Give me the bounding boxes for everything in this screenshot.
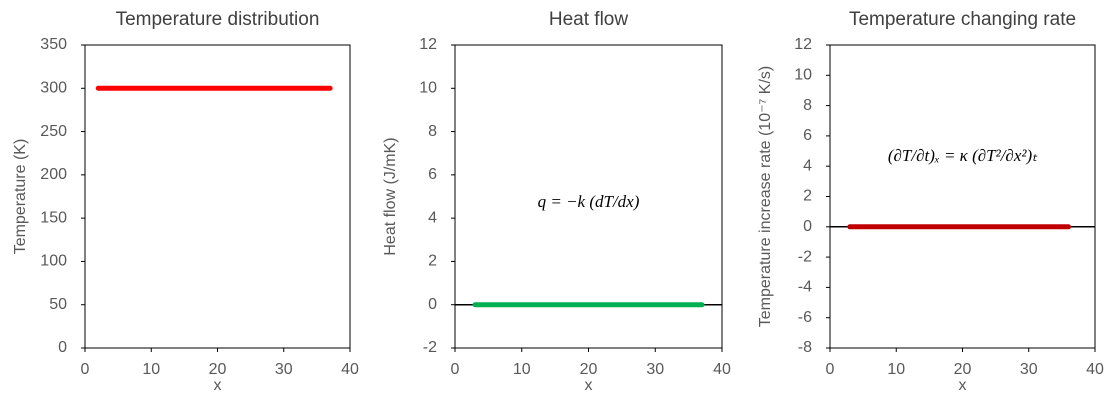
equation: (∂T/∂t)ₓ = κ (∂T²/∂x²)ₜ — [888, 146, 1038, 165]
y-tick-label: 4 — [803, 157, 812, 174]
y-tick-label: 2 — [803, 188, 812, 205]
y-tick-label: 12 — [794, 36, 812, 53]
x-tick-label: 10 — [887, 361, 905, 378]
y-tick-label: -2 — [423, 339, 437, 356]
x-tick-label: 20 — [954, 361, 972, 378]
x-tick-label: 40 — [341, 361, 359, 378]
y-tick-label: 250 — [40, 123, 67, 140]
y-tick-label: 200 — [40, 166, 67, 183]
plot-frame — [829, 44, 1096, 349]
equation: q = −k (dT/dx) — [538, 192, 640, 211]
y-tick-label: 150 — [40, 209, 67, 226]
x-tick-label: 30 — [1020, 361, 1038, 378]
x-axis-label: x — [585, 377, 593, 394]
y-tick-label: -8 — [798, 339, 812, 356]
x-tick-label: 40 — [713, 361, 731, 378]
y-tick-label: 300 — [40, 80, 67, 97]
y-axis-label: Temperature increase rate (10⁻⁷ K/s) — [757, 66, 774, 327]
y-axis-label: Heat flow (J/mK) — [382, 137, 399, 255]
chart-title: Temperature distribution — [116, 9, 320, 30]
y-tick-label: 6 — [803, 127, 812, 144]
x-tick-label: 20 — [580, 361, 598, 378]
y-tick-label: 350 — [40, 36, 67, 53]
x-axis-label: x — [959, 377, 967, 394]
chart-title: Temperature changing rate — [849, 9, 1076, 30]
y-tick-label: 6 — [428, 166, 437, 183]
y-tick-label: -2 — [798, 248, 812, 265]
y-tick-label: 50 — [49, 296, 67, 313]
y-tick-label: 0 — [803, 218, 812, 235]
x-tick-label: 10 — [513, 361, 531, 378]
y-axis-label: Temperature (K) — [12, 139, 29, 255]
x-tick-label: 20 — [209, 361, 227, 378]
x-tick-label: 30 — [275, 361, 293, 378]
y-tick-label: 12 — [419, 36, 437, 53]
x-tick-label: 0 — [81, 361, 90, 378]
x-tick-label: 40 — [1086, 361, 1104, 378]
x-tick-label: 0 — [826, 361, 835, 378]
x-tick-label: 10 — [142, 361, 160, 378]
y-tick-label: 2 — [428, 253, 437, 270]
y-tick-label: 0 — [58, 339, 67, 356]
y-tick-label: 4 — [428, 209, 437, 226]
chart-title: Heat flow — [549, 9, 628, 30]
y-tick-label: 10 — [794, 67, 812, 84]
y-tick-label: 8 — [803, 97, 812, 114]
y-tick-label: 0 — [428, 296, 437, 313]
x-axis-label: x — [214, 377, 222, 394]
y-tick-label: 10 — [419, 80, 437, 97]
y-tick-label: -4 — [798, 279, 812, 296]
y-tick-label: 100 — [40, 253, 67, 270]
y-tick-label: 8 — [428, 123, 437, 140]
x-tick-label: 0 — [451, 361, 460, 378]
x-tick-label: 30 — [646, 361, 664, 378]
y-tick-label: -6 — [798, 309, 812, 326]
